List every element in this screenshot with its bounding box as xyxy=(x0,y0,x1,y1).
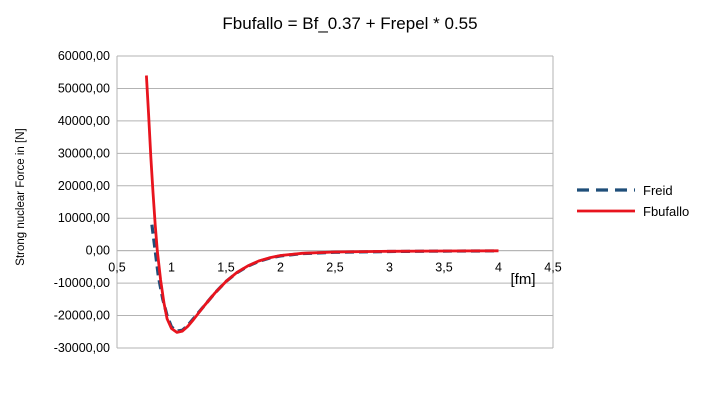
series-line-fbufallo xyxy=(145,75,499,334)
legend-label: Freid xyxy=(643,183,673,198)
x-tick-label: 2,5 xyxy=(326,261,343,275)
x-tick-label: 1 xyxy=(168,261,175,275)
y-tick-label: 50000,00 xyxy=(58,81,110,95)
y-tick-label: 30000,00 xyxy=(58,146,110,160)
y-tick-label: -10000,00 xyxy=(54,276,110,290)
plot-area xyxy=(145,75,499,334)
x-tick-label: 0,5 xyxy=(108,261,125,275)
y-axis-label: Strong nuclear Force in [N] xyxy=(15,128,27,265)
y-tick-labels: 60000,00 50000,00 40000,00 30000,00 20000,00… xyxy=(54,49,110,355)
x-tick-label: 3 xyxy=(386,261,393,275)
x-tick-label: 1,5 xyxy=(217,261,234,275)
legend: Freid Fbufallo xyxy=(577,183,689,219)
y-tick-label: 60000,00 xyxy=(58,49,110,63)
x-axis-label: [fm] xyxy=(511,271,536,288)
x-tick-labels: 0,5 1 1,5 2 2,5 3 3,5 4 4,5 xyxy=(108,261,561,275)
grid xyxy=(117,55,553,349)
x-tick-label: 3,5 xyxy=(435,261,452,275)
legend-label: Fbufallo xyxy=(643,204,689,219)
y-tick-label: 40000,00 xyxy=(58,114,110,128)
chart-title: Fbufallo = Bf_0.37 + Frepel * 0.55 xyxy=(222,14,477,33)
axes xyxy=(116,56,554,348)
y-tick-label: -30000,00 xyxy=(54,341,110,355)
x-tick-label: 4 xyxy=(495,261,502,275)
y-tick-label: -20000,00 xyxy=(54,309,110,323)
y-tick-label: 0,00 xyxy=(86,244,110,258)
y-tick-label: 20000,00 xyxy=(58,179,110,193)
y-tick-label: 10000,00 xyxy=(58,211,110,225)
x-tick-label: 4,5 xyxy=(544,261,561,275)
x-tick-label: 2 xyxy=(277,261,284,275)
